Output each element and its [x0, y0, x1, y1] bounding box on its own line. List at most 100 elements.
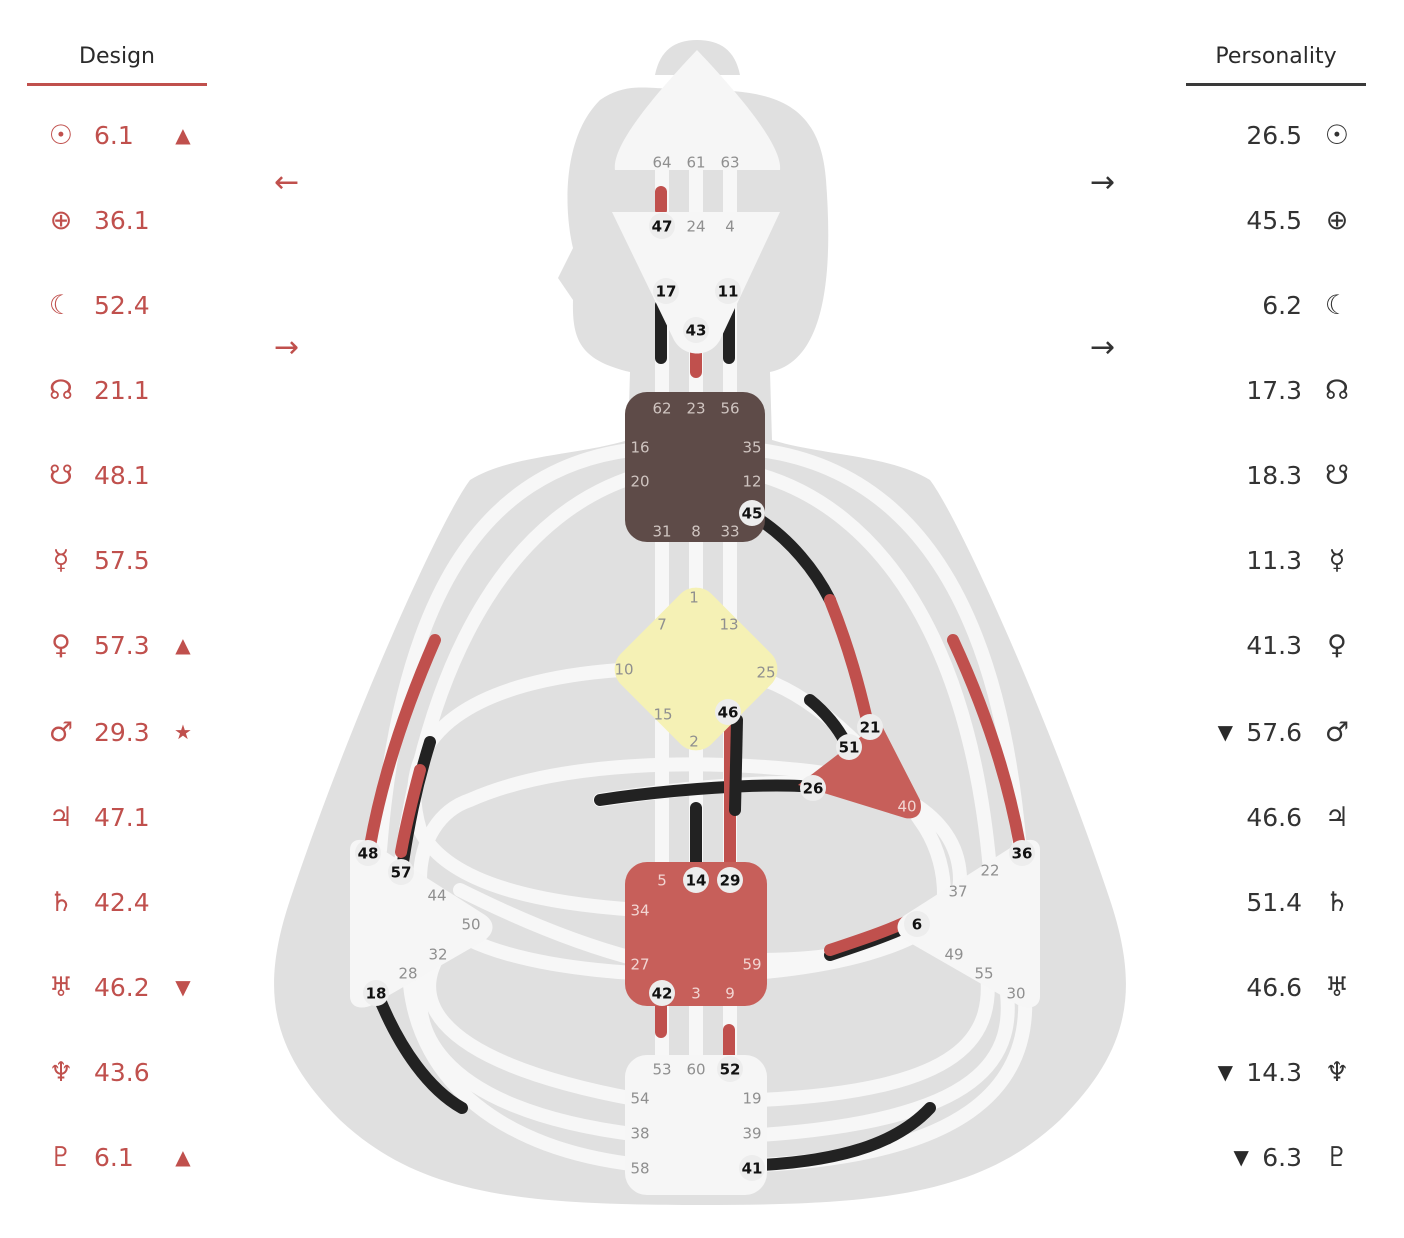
gate-47[interactable]: 47 — [649, 213, 675, 239]
personality-row-pluto[interactable]: ▼ 6.3 ♇ — [1228, 1137, 1354, 1177]
gate-33[interactable]: 33 — [720, 523, 739, 541]
personality-row-uranus[interactable]: 46.6 ♅ — [1212, 967, 1354, 1007]
gate-23[interactable]: 23 — [686, 400, 705, 418]
gate-26[interactable]: 26 — [800, 775, 826, 801]
gate-30[interactable]: 30 — [1006, 985, 1025, 1003]
design-row-moon[interactable]: ☾ 52.4 — [44, 285, 196, 325]
gate-4[interactable]: 4 — [725, 218, 735, 236]
gate-61[interactable]: 61 — [686, 154, 705, 172]
gate-14[interactable]: 14 — [683, 867, 709, 893]
gate-56[interactable]: 56 — [720, 400, 739, 418]
gate-54[interactable]: 54 — [630, 1090, 649, 1108]
gate-41[interactable]: 41 — [739, 1155, 765, 1181]
gate-28[interactable]: 28 — [398, 965, 417, 983]
design-arrow-right-icon[interactable]: → — [274, 330, 300, 365]
gate-50[interactable]: 50 — [461, 916, 480, 934]
gate-19[interactable]: 19 — [742, 1090, 761, 1108]
personality-row-mars[interactable]: ▼ 57.6 ♂ — [1212, 712, 1354, 752]
head-center[interactable] — [614, 50, 781, 170]
spleen-center[interactable] — [350, 839, 493, 1008]
design-row-mars[interactable]: ♂ 29.3 ★ — [44, 712, 196, 752]
design-row-mercury[interactable]: ☿ 57.5 — [44, 540, 196, 580]
gate-35[interactable]: 35 — [742, 439, 761, 457]
gate-18[interactable]: 18 — [363, 980, 389, 1006]
design-row-jupiter[interactable]: ♃ 47.1 — [44, 797, 196, 837]
gate-60[interactable]: 60 — [686, 1061, 705, 1079]
gate-55[interactable]: 55 — [974, 965, 993, 983]
gate-27[interactable]: 27 — [630, 956, 649, 974]
personality-row-sun[interactable]: 26.5 ☉ — [1212, 115, 1354, 155]
gate-21[interactable]: 21 — [857, 714, 883, 740]
gate-40[interactable]: 40 — [897, 798, 916, 816]
gate-16[interactable]: 16 — [630, 439, 649, 457]
gate-20[interactable]: 20 — [630, 473, 649, 491]
gate-53[interactable]: 53 — [652, 1061, 671, 1079]
gate-7[interactable]: 7 — [657, 616, 667, 634]
personality-row-north-node[interactable]: 17.3 ☊ — [1212, 370, 1354, 410]
gate-39[interactable]: 39 — [742, 1125, 761, 1143]
personality-arrow-right-icon-2[interactable]: → — [1090, 330, 1116, 365]
gate-1[interactable]: 1 — [689, 589, 699, 607]
gate-12[interactable]: 12 — [742, 473, 761, 491]
gate-6[interactable]: 6 — [904, 911, 930, 937]
personality-row-earth[interactable]: 45.5 ⊕ — [1212, 200, 1354, 240]
gate-45[interactable]: 45 — [739, 500, 765, 526]
sacral-center[interactable] — [625, 862, 767, 1006]
gate-11[interactable]: 11 — [715, 278, 741, 304]
ajna-center[interactable] — [612, 212, 780, 354]
throat-center[interactable] — [625, 392, 765, 542]
personality-row-jupiter[interactable]: 46.6 ♃ — [1212, 797, 1354, 837]
gate-9[interactable]: 9 — [725, 985, 735, 1003]
gate-37[interactable]: 37 — [948, 883, 967, 901]
gate-64[interactable]: 64 — [652, 154, 671, 172]
gate-24[interactable]: 24 — [686, 218, 705, 236]
personality-row-neptune[interactable]: ▼ 14.3 ♆ — [1212, 1052, 1354, 1092]
gate-22[interactable]: 22 — [980, 862, 999, 880]
gate-31[interactable]: 31 — [652, 523, 671, 541]
gate-2[interactable]: 2 — [689, 733, 699, 751]
gate-51[interactable]: 51 — [836, 734, 862, 760]
gate-34[interactable]: 34 — [630, 902, 649, 920]
design-row-saturn[interactable]: ♄ 42.4 — [44, 882, 196, 922]
gate-29[interactable]: 29 — [717, 867, 743, 893]
gate-44[interactable]: 44 — [427, 887, 446, 905]
design-row-earth[interactable]: ⊕ 36.1 — [44, 200, 196, 240]
gate-63[interactable]: 63 — [720, 154, 739, 172]
personality-arrow-right-icon[interactable]: → — [1090, 165, 1116, 200]
gate-8[interactable]: 8 — [691, 523, 701, 541]
gate-13[interactable]: 13 — [719, 616, 738, 634]
gate-52[interactable]: 52 — [717, 1056, 743, 1082]
gate-42[interactable]: 42 — [649, 980, 675, 1006]
solar-plexus-center[interactable] — [897, 839, 1041, 1008]
design-row-neptune[interactable]: ♆ 43.6 — [44, 1052, 196, 1092]
gate-17[interactable]: 17 — [653, 278, 679, 304]
design-arrow-left-icon[interactable]: ← — [274, 165, 300, 200]
gate-15[interactable]: 15 — [653, 706, 672, 724]
design-row-south-node[interactable]: ☋ 48.1 — [44, 455, 196, 495]
personality-row-south-node[interactable]: 18.3 ☋ — [1212, 455, 1354, 495]
personality-row-moon[interactable]: 6.2 ☾ — [1228, 285, 1354, 325]
gate-59[interactable]: 59 — [742, 956, 761, 974]
gate-25[interactable]: 25 — [756, 664, 775, 682]
design-row-pluto[interactable]: ♇ 6.1 ▲ — [44, 1137, 196, 1177]
gate-38[interactable]: 38 — [630, 1125, 649, 1143]
personality-row-venus[interactable]: 41.3 ♀ — [1212, 625, 1354, 665]
design-row-north-node[interactable]: ☊ 21.1 — [44, 370, 196, 410]
gate-32[interactable]: 32 — [428, 946, 447, 964]
gate-5[interactable]: 5 — [657, 872, 667, 890]
personality-row-saturn[interactable]: 51.4 ♄ — [1212, 882, 1354, 922]
heart-center[interactable] — [798, 722, 921, 819]
gate-46[interactable]: 46 — [715, 699, 741, 725]
design-row-uranus[interactable]: ♅ 46.2 ▼ — [44, 967, 196, 1007]
personality-row-mercury[interactable]: 11.3 ☿ — [1212, 540, 1354, 580]
gate-43[interactable]: 43 — [683, 317, 709, 343]
gate-58[interactable]: 58 — [630, 1160, 649, 1178]
gate-10[interactable]: 10 — [614, 661, 633, 679]
root-center[interactable] — [625, 1055, 767, 1195]
gate-36[interactable]: 36 — [1009, 840, 1035, 866]
gate-3[interactable]: 3 — [691, 985, 701, 1003]
design-row-venus[interactable]: ♀ 57.3 ▲ — [44, 625, 196, 665]
gate-57[interactable]: 57 — [388, 859, 414, 885]
gate-49[interactable]: 49 — [944, 946, 963, 964]
design-row-sun[interactable]: ☉ 6.1 ▲ — [44, 115, 196, 155]
